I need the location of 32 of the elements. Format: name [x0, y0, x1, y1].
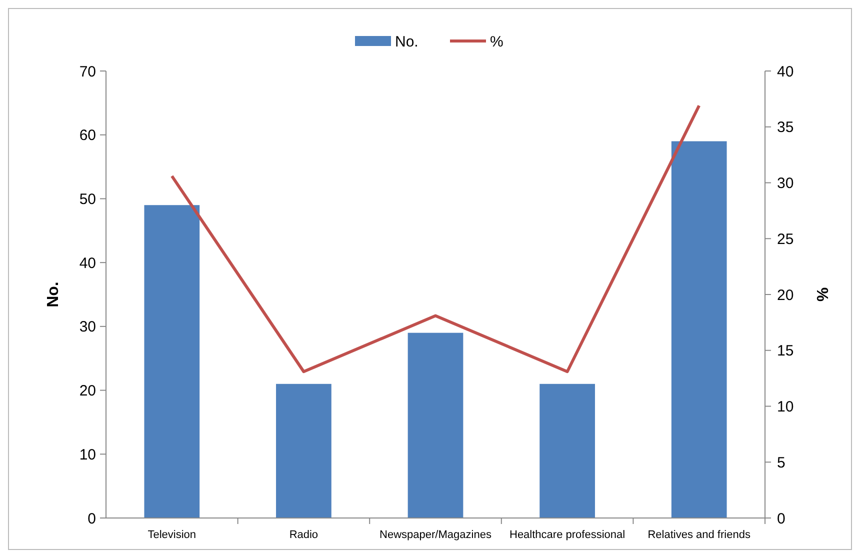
bar: [671, 141, 727, 518]
y2-tick-label: 0: [777, 510, 786, 528]
y2-tick-label: 35: [777, 119, 794, 136]
x-tick-label: Newspaper/Magazines: [380, 529, 492, 541]
bar: [144, 205, 200, 518]
y-tick-label: 60: [79, 127, 96, 144]
bar: [540, 384, 595, 518]
y-tick-label: 0: [88, 510, 96, 528]
y-axis-title: No.: [45, 282, 62, 308]
y2-tick-label: 40: [777, 63, 794, 80]
x-tick-label: Television: [148, 529, 196, 541]
y2-tick-label: 5: [777, 454, 786, 472]
y2-axis-title: %: [813, 287, 830, 302]
y2-tick-label: 10: [777, 398, 794, 416]
line-series: [170, 104, 701, 374]
y2-tick-label: 30: [777, 175, 794, 192]
y2-tick-label: 15: [777, 342, 794, 360]
legend-label: No.: [395, 33, 418, 50]
x-tick-label: Relatives and friends: [648, 529, 751, 541]
y-tick-label: 50: [79, 190, 96, 208]
y-tick-label: 70: [79, 63, 96, 80]
legend-label: %: [490, 33, 504, 50]
x-tick-label: Healthcare professional: [510, 529, 626, 541]
y-tick-label: 30: [79, 318, 96, 336]
bar: [276, 384, 332, 518]
y2-tick-label: 25: [777, 230, 794, 248]
y-tick-label: 20: [79, 382, 96, 400]
y2-tick-label: 20: [777, 286, 794, 304]
x-tick-label: Radio: [289, 529, 318, 541]
y-tick-label: 40: [79, 254, 96, 272]
bar: [408, 332, 464, 518]
y-tick-label: 10: [79, 446, 96, 464]
